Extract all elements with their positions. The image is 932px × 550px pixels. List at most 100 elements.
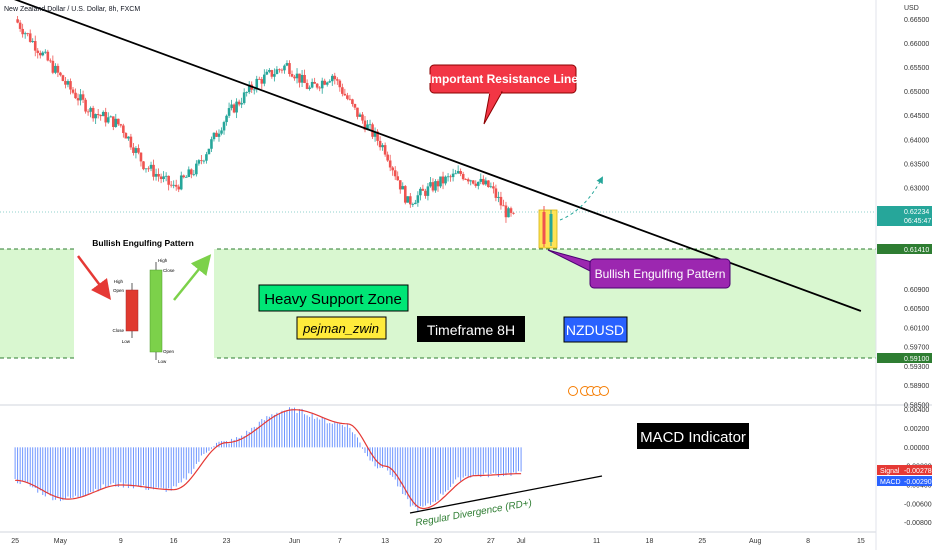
candle-body — [89, 107, 92, 112]
svg-text:Signal: Signal — [880, 468, 900, 475]
divergence-line — [409, 475, 603, 514]
engulfing-candles — [542, 206, 553, 247]
candle-body — [182, 175, 186, 178]
candle-body — [469, 180, 473, 182]
candle-body — [358, 114, 362, 117]
candle-body — [164, 175, 168, 177]
candle-body — [366, 124, 369, 130]
resistance-line[interactable] — [0, 0, 862, 312]
candle-body — [353, 104, 357, 108]
candle-body — [441, 176, 445, 184]
candle-body — [162, 176, 165, 180]
candle-body — [202, 160, 206, 162]
candle-body — [28, 33, 32, 42]
candle-body — [152, 164, 155, 177]
candle-body — [159, 176, 163, 180]
candle-body — [388, 160, 392, 168]
candle-body — [348, 98, 352, 100]
candle-body — [479, 178, 483, 182]
candle-body — [99, 115, 102, 117]
candle-body — [263, 74, 266, 84]
candle-body — [242, 92, 246, 104]
currency-label: USD — [904, 5, 919, 12]
candle-body — [471, 180, 475, 184]
candles-layer — [16, 16, 515, 223]
candle-body — [71, 89, 75, 93]
candle-body — [96, 114, 100, 116]
candle-body — [373, 131, 377, 137]
candle-body — [129, 136, 133, 148]
candle-body — [512, 212, 515, 214]
candle-body — [280, 69, 284, 71]
candle-body — [330, 75, 334, 82]
price-tick: 0.58900 — [904, 383, 929, 390]
candle-body — [446, 176, 450, 178]
macd-indicator-box: MACD Indicator — [637, 423, 749, 449]
candle-body — [94, 114, 97, 119]
candle-body — [484, 180, 488, 185]
candle-body — [16, 19, 19, 23]
candle-body — [172, 184, 175, 186]
time-tick: Aug — [749, 538, 762, 545]
macd-indicator-label: MACD Indicator — [640, 429, 746, 446]
price-tick: 0.60500 — [904, 306, 929, 313]
candle-body — [197, 160, 201, 164]
candle-body — [205, 154, 208, 161]
candle-body — [283, 65, 286, 71]
svg-text:High: High — [158, 258, 168, 263]
divergence-label: Regular Divergence (RD+) — [415, 498, 533, 529]
symbol-label: NZDUSD — [566, 322, 624, 338]
candle-body — [431, 182, 435, 191]
price-tick: 0.60900 — [904, 287, 929, 294]
candle-body — [403, 186, 407, 203]
candle-body — [323, 80, 327, 85]
price-tick: 0.65000 — [904, 89, 929, 96]
candle-body — [489, 186, 493, 188]
candle-body — [69, 81, 72, 90]
time-tick: 8 — [806, 538, 810, 545]
macd-tick: -0.00600 — [904, 501, 932, 508]
candle-body — [451, 173, 455, 178]
time-tick: 27 — [487, 538, 495, 545]
candle-body — [111, 116, 115, 127]
candle-body — [217, 133, 221, 137]
candle-body — [497, 196, 500, 198]
event-flags-icon[interactable] — [568, 386, 609, 396]
candle-body — [137, 148, 140, 153]
engulfing-callout[interactable]: Bullish Engulfing Pattern — [547, 249, 731, 289]
candle-body — [64, 80, 67, 85]
candle-body — [398, 180, 402, 190]
candle-body — [338, 80, 342, 88]
candle-body — [482, 178, 485, 185]
candle-body — [502, 205, 505, 207]
candle-body — [187, 169, 191, 177]
time-tick: 16 — [170, 538, 178, 545]
candle-body — [429, 182, 432, 187]
macd-tick: 0.00400 — [904, 407, 929, 414]
inset-red-arrow — [77, 255, 111, 300]
candle-body — [109, 116, 113, 118]
price-tick: 0.64000 — [904, 137, 929, 144]
author-label: pejman_zwin — [302, 321, 379, 336]
inset-red-candle — [125, 289, 139, 332]
candle-body — [265, 71, 269, 75]
candle-body — [454, 173, 457, 175]
resistance-callout[interactable]: Important Resistance Line — [428, 64, 578, 125]
time-axis[interactable]: 25 May 9 16 23 Jun 7 13 20 27 Jul 11 18 25 Aug 8 15 — [11, 538, 865, 545]
candle-body — [51, 60, 55, 73]
candle-body — [36, 50, 40, 53]
candle-body — [459, 171, 462, 174]
price-axis[interactable]: USD 0.66500 0.66000 0.65500 0.65000 0.64500 0… — [904, 5, 929, 410]
candle-body — [341, 87, 344, 94]
candle-body — [227, 108, 231, 116]
candle-body — [144, 168, 148, 170]
price-tick: 0.59300 — [904, 364, 929, 371]
candle-body — [230, 104, 233, 109]
candle-body — [177, 186, 181, 190]
candle-body — [252, 89, 256, 91]
candle-body — [56, 65, 60, 73]
svg-text:0.62234: 0.62234 — [904, 209, 929, 216]
svg-text:Close: Close — [163, 268, 175, 273]
candle-body — [142, 161, 145, 170]
